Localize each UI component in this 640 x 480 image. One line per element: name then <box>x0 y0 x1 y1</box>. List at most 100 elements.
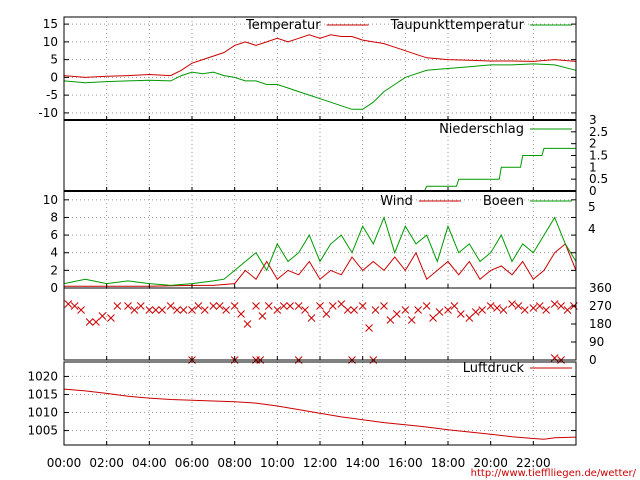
wind-direction-marker <box>77 306 85 314</box>
y-tick-label: 8 <box>50 210 58 224</box>
wind-direction-marker <box>230 302 239 310</box>
footer-url: http://www.tiefflliegen.de/wetter/ <box>471 468 637 479</box>
wind-direction-marker <box>499 306 508 314</box>
y-tick-label: 0 <box>50 70 58 84</box>
wind-direction-marker <box>337 300 346 308</box>
y-tick-label: 4 <box>50 246 58 260</box>
legend-label: Boeen <box>483 194 524 209</box>
wind-direction-marker <box>529 304 538 312</box>
y-tick-label: -10 <box>38 106 58 120</box>
wind-direction-marker <box>301 306 309 314</box>
x-tick-label: 08:00 <box>217 456 252 470</box>
wind-direction-marker <box>414 306 422 314</box>
wind-direction-marker <box>322 310 331 318</box>
y-tick-label: 10 <box>43 193 58 207</box>
wind-direction-marker <box>563 306 572 314</box>
x-tick-label: 16:00 <box>388 456 423 470</box>
y-tick-label: 180 <box>589 317 612 331</box>
wind-direction-marker <box>465 314 474 322</box>
wind-direction-marker <box>70 302 79 310</box>
wind-direction-marker <box>286 302 294 310</box>
wind-direction-marker <box>136 302 145 310</box>
wind-direction-marker <box>486 302 495 310</box>
wind-direction-marker <box>166 302 175 310</box>
y-tick-label: 10 <box>43 35 58 49</box>
y-tick-label: 270 <box>589 299 612 313</box>
y-tick-label: 0 <box>50 281 58 295</box>
x-tick-label: 20:00 <box>473 456 508 470</box>
wind-direction-marker <box>98 312 107 320</box>
x-tick-label: 18:00 <box>431 456 466 470</box>
series-line-niederschlag <box>64 147 576 192</box>
y-tick-label: 1005 <box>27 424 58 438</box>
wind-direction-marker <box>542 306 550 314</box>
wind-direction-marker <box>316 302 324 310</box>
wind-direction-marker <box>124 302 132 310</box>
y-tick-label: -5 <box>46 88 58 102</box>
wind-direction-marker <box>429 314 437 322</box>
legend-label: Taupunkttemperatur <box>390 18 525 33</box>
wind-direction-marker <box>252 302 260 310</box>
wind-direction-marker <box>222 306 230 314</box>
wind-direction-marker <box>237 310 245 318</box>
y-right-tick-label: 4 <box>588 222 596 236</box>
wind-direction-marker <box>514 302 523 310</box>
wind-direction-marker <box>200 306 209 314</box>
y-tick-label: 0 <box>589 184 597 198</box>
wind-direction-marker <box>107 314 115 322</box>
series-line-wind <box>64 243 577 287</box>
wind-direction-marker <box>456 310 465 318</box>
x-tick-label: 02:00 <box>89 456 124 470</box>
wind-direction-marker <box>173 306 181 314</box>
y-tick-label: 1.5 <box>589 149 608 163</box>
y-tick-label: 1 <box>589 160 597 174</box>
wind-direction-marker <box>179 306 188 314</box>
wind-direction-marker <box>401 306 410 314</box>
wind-direction-marker <box>85 318 94 326</box>
y-tick-label: 360 <box>589 281 612 295</box>
y-tick-label: 15 <box>43 17 58 31</box>
legend-label: Temperatur <box>245 18 321 33</box>
wind-direction-marker <box>209 302 218 310</box>
wind-direction-marker <box>444 306 452 314</box>
wind-direction-marker <box>258 312 267 320</box>
wind-direction-marker <box>343 306 352 314</box>
wind-direction-marker <box>264 302 273 310</box>
wind-direction-marker <box>113 302 122 310</box>
y-tick-label: 1010 <box>27 406 58 420</box>
wind-direction-marker <box>350 306 358 314</box>
wind-direction-marker <box>435 308 444 316</box>
wind-direction-marker <box>371 306 380 314</box>
y-tick-label: 6 <box>50 228 58 242</box>
wind-direction-marker <box>92 318 100 326</box>
wind-direction-marker <box>279 302 288 310</box>
legend-layer: Taupunkttemperatur Temperatur Niederschlag… <box>245 18 572 376</box>
wind-direction-marker <box>535 302 544 310</box>
tick-layer: -10-505101500.511.522.530246810450901802… <box>27 17 611 470</box>
wind-direction-marker <box>407 316 416 324</box>
wind-direction-marker <box>422 302 431 310</box>
legend-label: Wind <box>380 194 413 209</box>
x-tick-label: 06:00 <box>175 456 210 470</box>
y-tick-label: 2 <box>589 137 597 151</box>
wind-direction-marker <box>392 310 401 318</box>
series-line-temperatur <box>63 34 577 78</box>
x-tick-label: 14:00 <box>345 456 380 470</box>
y-tick-label: 3 <box>589 113 597 127</box>
wind-direction-marker <box>493 304 501 312</box>
wind-direction-marker <box>328 302 337 310</box>
x-tick-label: 22:00 <box>516 456 551 470</box>
wind-direction-marker <box>358 302 367 310</box>
y-right-tick-label: 5 <box>588 200 596 214</box>
wind-direction-marker <box>151 306 160 314</box>
wind-direction-marker <box>508 300 516 308</box>
wind-direction-marker <box>471 308 480 316</box>
grid-layer <box>64 17 576 445</box>
legend-label: Niederschlag <box>439 122 524 137</box>
wind-direction-marker <box>365 324 373 332</box>
data-layer <box>63 34 578 440</box>
y-tick-label: 1020 <box>27 369 58 383</box>
wind-direction-marker <box>386 316 395 324</box>
y-tick-label: 2 <box>50 263 58 277</box>
